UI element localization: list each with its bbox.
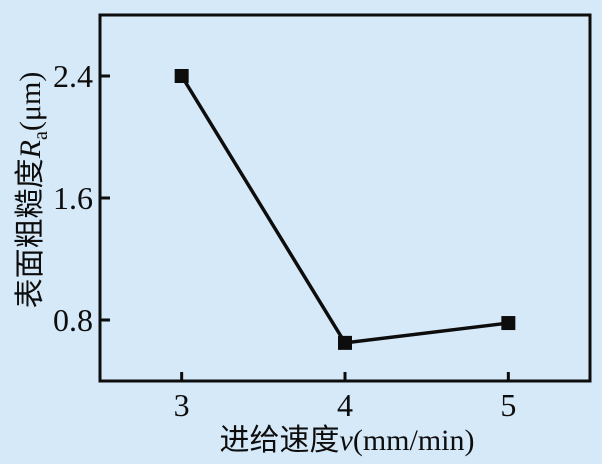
y-tick-label: 1.6 xyxy=(53,180,93,216)
x-axis-title: 进给速度v(mm/min) xyxy=(220,424,475,457)
data-series xyxy=(174,69,516,350)
x-axis-unit: (mm/min) xyxy=(353,424,475,457)
y-axis-ticks: 0.8 1.6 2.4 xyxy=(53,58,110,338)
y-axis-unit: (μm) xyxy=(14,72,47,131)
y-tick-label: 2.4 xyxy=(53,58,93,94)
x-axis-ticks: 3 4 5 xyxy=(174,372,516,423)
data-point-marker xyxy=(501,316,516,331)
y-axis-variable-subscript: a xyxy=(30,131,52,140)
x-tick-label: 3 xyxy=(174,387,190,423)
plot-frame xyxy=(98,13,592,383)
x-axis-title-text: 进给速度 xyxy=(220,424,340,457)
y-axis-title: 表面粗糙度Ra(μm) xyxy=(14,72,52,309)
x-tick-label: 5 xyxy=(500,387,516,423)
y-axis-title-text: 表面粗糙度 xyxy=(14,158,47,308)
y-tick-label: 0.8 xyxy=(53,302,93,338)
data-point-marker xyxy=(338,335,352,350)
y-axis-variable: R xyxy=(14,140,47,159)
x-tick-label: 4 xyxy=(337,387,353,423)
data-point-marker xyxy=(174,69,189,83)
x-axis-variable: v xyxy=(340,424,354,457)
series-line xyxy=(180,75,509,345)
